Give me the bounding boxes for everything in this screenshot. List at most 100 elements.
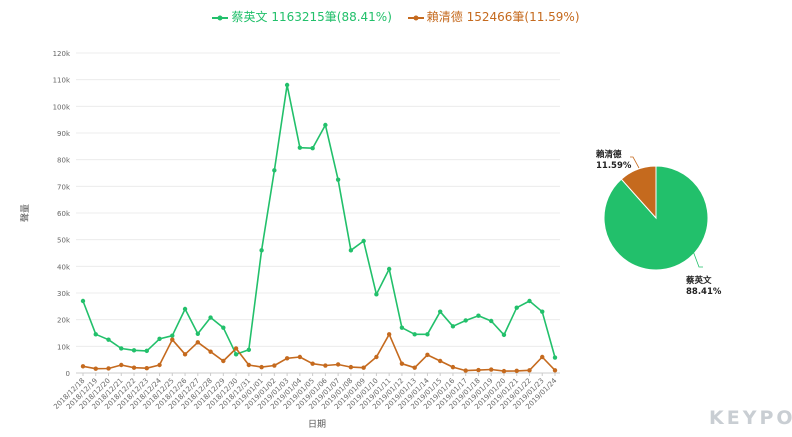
data-point [489, 367, 494, 372]
data-point [348, 248, 354, 253]
series-line [82, 84, 556, 358]
pie-label-name: 蔡英文 [685, 275, 712, 286]
data-point [540, 309, 545, 314]
data-point [182, 306, 188, 312]
data-point [246, 347, 252, 352]
y-tick-label: 40k [57, 263, 71, 271]
data-point [527, 298, 532, 304]
data-point [233, 352, 239, 357]
data-point [450, 324, 456, 329]
data-point [106, 366, 111, 371]
data-point [195, 340, 201, 345]
series-0 [80, 82, 558, 360]
data-point [489, 318, 494, 324]
data-point [374, 292, 379, 297]
data-point [501, 368, 507, 374]
x-axis-title: 日期 [308, 419, 326, 430]
legend-summary-lai: 152466筆(11.59%) [466, 10, 580, 24]
y-tick-label: 80k [57, 157, 71, 165]
data-point [272, 168, 277, 173]
data-point [246, 362, 252, 368]
data-point [361, 365, 366, 370]
y-tick-label: 90k [57, 130, 71, 138]
data-point [259, 248, 264, 253]
data-point [437, 358, 443, 364]
y-tick-label: 100k [53, 103, 71, 111]
data-point [106, 337, 111, 342]
data-point [297, 354, 303, 360]
legend-summary-tsai: 1163215筆(88.41%) [271, 10, 392, 24]
legend-label-tsai: 蔡英文 [231, 10, 268, 24]
chart-legend: 蔡英文 1163215筆(88.41%) 賴清德 152466筆(11.59%) [0, 8, 792, 25]
data-point [514, 368, 519, 374]
series-line [82, 333, 556, 372]
data-point [412, 332, 417, 337]
legend-item-lai[interactable]: 賴清德 152466筆(11.59%) [407, 8, 580, 25]
data-point [361, 238, 366, 244]
data-point [310, 361, 315, 366]
y-tick-label: 30k [57, 290, 71, 298]
gridlines [76, 52, 560, 374]
legend-label-lai: 賴清德 [426, 10, 463, 24]
data-point [195, 331, 201, 336]
data-point [514, 305, 519, 310]
pie-label-percent: 88.41% [686, 287, 722, 297]
pie-leader-line [630, 156, 640, 169]
data-point [119, 362, 124, 368]
series-1 [80, 332, 558, 374]
data-point [131, 348, 137, 353]
data-point [412, 365, 417, 370]
pie-label-percent: 11.59% [596, 161, 632, 171]
y-tick-label: 50k [57, 237, 71, 245]
data-point [131, 365, 137, 370]
data-point [552, 355, 558, 360]
data-point [272, 363, 277, 368]
data-point [93, 366, 98, 371]
data-point [476, 367, 481, 373]
data-point [182, 352, 188, 357]
data-point [284, 82, 290, 88]
legend-item-tsai[interactable]: 蔡英文 1163215筆(88.41%) [212, 8, 392, 25]
data-point [170, 337, 175, 342]
data-point [80, 298, 86, 304]
data-point [284, 356, 290, 361]
data-point [323, 363, 328, 368]
data-point [335, 177, 341, 182]
data-point [348, 364, 354, 370]
data-point [399, 361, 405, 366]
pie-leader-line [692, 250, 703, 268]
x-tick-labels: 2018/12/182018/12/192018/12/202018/12/21… [52, 373, 559, 411]
data-point [386, 332, 392, 337]
data-point [476, 313, 481, 318]
y-tick-label: 10k [57, 343, 71, 351]
data-point [527, 368, 532, 373]
y-tick-label: 0 [66, 370, 70, 378]
data-point [157, 336, 162, 342]
data-point [208, 349, 213, 354]
data-point [335, 362, 341, 367]
pie-label-name: 賴清德 [596, 149, 622, 160]
data-point [323, 122, 328, 128]
keypo-logo: KEYPO [709, 407, 792, 429]
data-point [297, 145, 303, 150]
data-point [93, 332, 98, 337]
data-point [399, 325, 405, 330]
data-point [208, 315, 213, 320]
data-point [540, 354, 545, 360]
data-point [144, 366, 149, 371]
data-point [450, 364, 456, 370]
line-chart: 0 10k 20k 30k 40k 50k 60k 70k 80k 90k 100k 110k 120k… [20, 50, 560, 430]
data-point [501, 332, 507, 338]
y-tick-label: 120k [53, 50, 71, 58]
y-axis-title: 聲量 [20, 204, 31, 222]
data-point [552, 368, 558, 373]
y-tick-label: 70k [57, 183, 71, 191]
data-point [157, 362, 162, 368]
data-point [437, 309, 443, 314]
data-point [221, 358, 226, 364]
data-point [425, 332, 430, 337]
data-point [374, 354, 379, 360]
data-point [425, 352, 430, 358]
legend-marker-tsai [212, 15, 229, 20]
